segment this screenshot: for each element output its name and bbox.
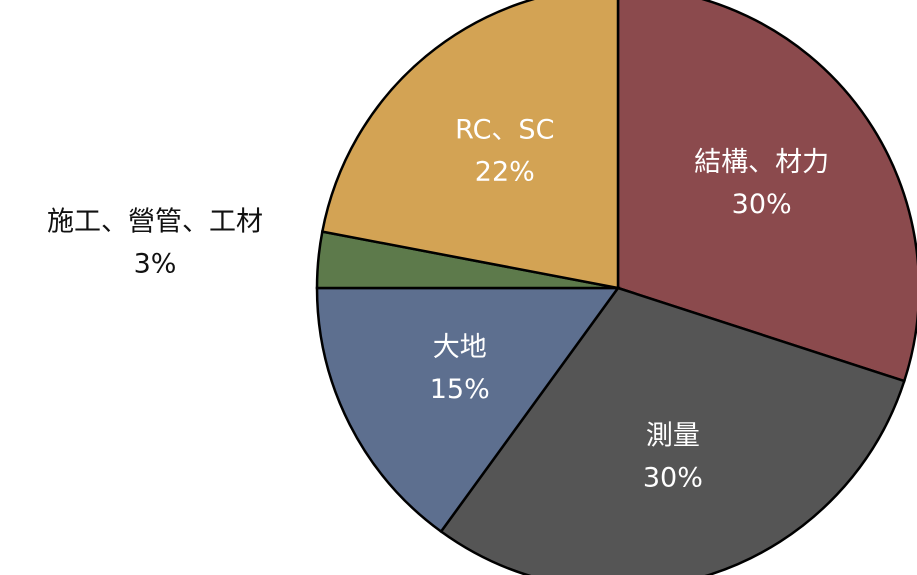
slice-label: 測量 <box>646 420 700 451</box>
pie-slice <box>616 0 917 383</box>
slice-value-label: 22% <box>475 157 535 188</box>
pie-slice <box>439 286 906 575</box>
slice-value-label: 30% <box>643 462 703 493</box>
slice-label: 結構、材力 <box>694 147 829 178</box>
pie-slice <box>315 286 621 534</box>
slice-label: 大地 <box>433 332 487 363</box>
slice-label: RC、SC <box>455 115 554 146</box>
slice-value-label: 3% <box>134 249 177 280</box>
pie-slice <box>320 0 620 290</box>
slice-label: 施工、營管、工材 <box>47 207 263 238</box>
slice-value-label: 15% <box>430 374 490 405</box>
slice-value-label: 30% <box>732 189 792 220</box>
